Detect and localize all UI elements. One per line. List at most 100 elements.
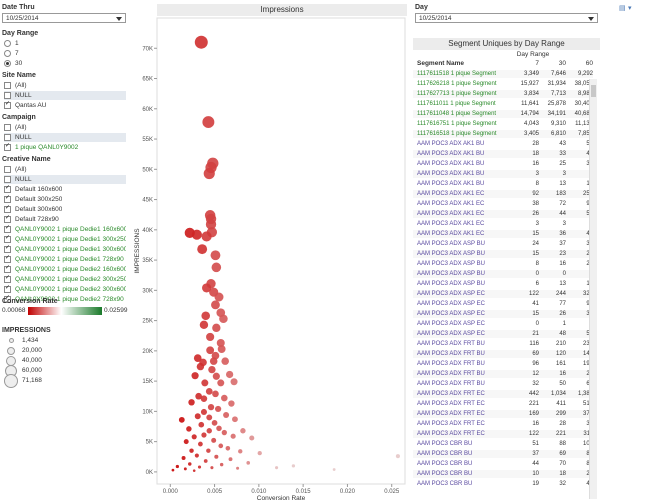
table-row[interactable]: AAM POC3 ADX AK1 EC153648 bbox=[413, 230, 593, 238]
checkbox[interactable] bbox=[4, 82, 11, 89]
download-icon[interactable]: ▤ bbox=[619, 5, 626, 12]
checkbox[interactable] bbox=[4, 102, 11, 109]
table-row[interactable]: 1117611011 1 pique Segment 11,641 25,878 30… bbox=[413, 100, 593, 108]
checkbox[interactable] bbox=[4, 256, 11, 263]
table-row[interactable]: AAM POC3 ADX ASP EC 122 244 324 bbox=[413, 290, 593, 298]
table-row[interactable]: AAM POC3 CBR BU376983 bbox=[413, 450, 593, 458]
table-row[interactable]: AAM POC3 ADX AK1 EC387292 bbox=[413, 200, 593, 208]
table-row[interactable]: AAM POC3 CBR BU447084 bbox=[413, 460, 593, 468]
checkbox[interactable] bbox=[4, 176, 11, 183]
table-row[interactable]: AAM POC3 ADX ASP BU000 bbox=[413, 270, 593, 278]
checkbox[interactable] bbox=[4, 196, 11, 203]
value-cell: 221 bbox=[528, 401, 539, 407]
menu-icon[interactable]: ▾ bbox=[628, 5, 632, 12]
table-row[interactable]: AAM POC3 ADX AK1 BU162536 bbox=[413, 160, 593, 168]
creative-name-option[interactable]: QANL0Y9002 1 pique Dedie1 300x250 bbox=[4, 235, 126, 244]
creative-name-option[interactable]: QANL0Y9002 1 pique Dedie2 728x90 bbox=[4, 295, 126, 304]
table-row[interactable]: AAM POC3 ADX ASP EC214857 bbox=[413, 330, 593, 338]
checkbox[interactable] bbox=[4, 144, 11, 151]
table-row[interactable]: AAM POC3 ADX AK1 EC 92 183 259 bbox=[413, 190, 593, 198]
table-row[interactable]: AAM POC3 ADX FRT EC 442 1,034 1,386 bbox=[413, 390, 593, 398]
table-row[interactable]: AAM POC3 ADX ASP BU152328 bbox=[413, 250, 593, 258]
creative-name-option[interactable]: QANL0Y9002 1 pique Dedie1 300x600 bbox=[4, 245, 126, 254]
creative-name-option[interactable]: (All) bbox=[4, 165, 126, 174]
table-row[interactable]: AAM POC3 ADX AK1 BU333 bbox=[413, 170, 593, 178]
table-row[interactable]: 1117611048 1 pique Segment 14,794 34,191 40… bbox=[413, 110, 593, 118]
table-row[interactable]: 1117626218 1 pique Segment 15,927 31,934 38… bbox=[413, 80, 593, 88]
table-row[interactable]: AAM POC3 ADX AK1 EC264459 bbox=[413, 210, 593, 218]
table-row[interactable]: AAM POC3 ADX ASP BU243739 bbox=[413, 240, 593, 248]
checkbox[interactable] bbox=[4, 166, 11, 173]
table-row[interactable]: AAM POC3 ADX AK1 BU284359 bbox=[413, 140, 593, 148]
creative-name-option[interactable]: Default 300x250 bbox=[4, 195, 126, 204]
table-row[interactable]: AAM POC3 ADX ASP BU81620 bbox=[413, 260, 593, 268]
creative-name-option[interactable]: Default 300x600 bbox=[4, 205, 126, 214]
table-row[interactable]: AAM POC3 ADX FRT EC 169 299 371 bbox=[413, 410, 593, 418]
table-row[interactable]: AAM POC3 CBR BU193241 bbox=[413, 480, 593, 488]
table-row[interactable]: AAM POC3 ADX ASP EC011 bbox=[413, 320, 593, 328]
checkbox[interactable] bbox=[4, 286, 11, 293]
radio-button[interactable] bbox=[4, 60, 11, 67]
checkbox[interactable] bbox=[4, 216, 11, 223]
radio-button[interactable] bbox=[4, 50, 11, 57]
checkbox[interactable] bbox=[4, 226, 11, 233]
segment-name-cell: 1117611011 1 pique Segment bbox=[417, 101, 496, 107]
campaign-option[interactable]: 1 pique QANL0Y9002 bbox=[4, 143, 126, 152]
table-row[interactable]: AAM POC3 ADX FRT BU325066 bbox=[413, 380, 593, 388]
site-name-option[interactable]: (All) bbox=[4, 81, 126, 90]
creative-name-option[interactable]: Default 728x90 bbox=[4, 215, 126, 224]
creative-name-option[interactable]: QANL0Y9002 1 pique Dedie1 160x600 bbox=[4, 225, 126, 234]
table-row[interactable]: AAM POC3 CBR BU 51 88 109 bbox=[413, 440, 593, 448]
table-row[interactable]: AAM POC3 ADX AK1 BU183342 bbox=[413, 150, 593, 158]
table-row[interactable]: 1117611518 1 pique Segment 3,349 7,646 9,29… bbox=[413, 70, 593, 78]
table-row[interactable]: AAM POC3 ADX FRT BU 116 210 239 bbox=[413, 340, 593, 348]
table-row[interactable]: AAM POC3 ADX FRT EC 122 221311 bbox=[413, 430, 593, 438]
checkbox[interactable] bbox=[4, 124, 11, 131]
checkbox[interactable] bbox=[4, 134, 11, 141]
day-range-option[interactable]: 7 bbox=[4, 49, 126, 58]
table-row[interactable]: AAM POC3 ADX FRT BU121620 bbox=[413, 370, 593, 378]
creative-name-option[interactable]: QANL0Y9002 1 pique Dedie2 160x600 bbox=[4, 265, 126, 274]
scrollbar-thumb[interactable] bbox=[591, 85, 596, 97]
site-name-option[interactable]: Qantas AU bbox=[4, 101, 126, 110]
impressions-legend-item: 71,168 bbox=[4, 373, 42, 388]
table-row[interactable]: AAM POC3 ADX FRT EC162833 bbox=[413, 420, 593, 428]
value-cell: 193 bbox=[582, 361, 593, 367]
checkbox[interactable] bbox=[4, 266, 11, 273]
data-point bbox=[178, 416, 185, 423]
checkbox[interactable] bbox=[4, 186, 11, 193]
table-row[interactable]: AAM POC3 ADX ASP EC417795 bbox=[413, 300, 593, 308]
creative-name-option[interactable]: Default 160x600 bbox=[4, 185, 126, 194]
table-row[interactable]: 1117616751 1 pique Segment 4,043 9,310 11,1… bbox=[413, 120, 593, 128]
checkbox[interactable] bbox=[4, 206, 11, 213]
table-scrollbar[interactable] bbox=[589, 79, 597, 499]
day-range-option[interactable]: 30 bbox=[4, 59, 126, 68]
checkbox[interactable] bbox=[4, 92, 11, 99]
table-row[interactable]: AAM POC3 ADX AK1 EC333 bbox=[413, 220, 593, 228]
checkbox[interactable] bbox=[4, 246, 11, 253]
campaign-option[interactable]: (All) bbox=[4, 123, 126, 132]
day-range-option[interactable]: 1 bbox=[4, 39, 126, 48]
checkbox[interactable] bbox=[4, 296, 11, 303]
campaign-option[interactable]: NULL bbox=[4, 133, 126, 142]
table-row[interactable]: AAM POC3 ADX ASP BU61313 bbox=[413, 280, 593, 288]
checkbox[interactable] bbox=[4, 276, 11, 283]
day-dropdown[interactable]: 10/25/2014 bbox=[415, 13, 598, 23]
creative-name-option[interactable]: NULL bbox=[4, 175, 126, 184]
creative-name-option[interactable]: QANL0Y9002 1 pique Dedie1 728x90 bbox=[4, 255, 126, 264]
table-row[interactable]: 1117627713 1 pique Segment 3,834 7,713 8,98… bbox=[413, 90, 593, 98]
creative-name-option[interactable]: QANL0Y9002 1 pique Dedie2 300x600 bbox=[4, 285, 126, 294]
table-row[interactable]: AAM POC3 CBR BU101826 bbox=[413, 470, 593, 478]
date-thru-dropdown[interactable]: 10/25/2014 bbox=[2, 13, 126, 23]
table-row[interactable]: AAM POC3 ADX AK1 BU81316 bbox=[413, 180, 593, 188]
radio-button[interactable] bbox=[4, 40, 11, 47]
table-row[interactable]: AAM POC3 ADX ASP EC152633 bbox=[413, 310, 593, 318]
table-row[interactable]: 1117616518 1 pique Segment 3,405 6,810 7,85… bbox=[413, 130, 593, 138]
creative-name-option[interactable]: QANL0Y9002 1 pique Dedie2 300x250 bbox=[4, 275, 126, 284]
table-row[interactable]: AAM POC3 ADX FRT BU 69 120 144 bbox=[413, 350, 593, 358]
data-point bbox=[206, 428, 212, 434]
site-name-option[interactable]: NULL bbox=[4, 91, 126, 100]
checkbox[interactable] bbox=[4, 236, 11, 243]
table-row[interactable]: AAM POC3 ADX FRT EC 221 411 515 bbox=[413, 400, 593, 408]
table-row[interactable]: AAM POC3 ADX FRT BU 96 161 193 bbox=[413, 360, 593, 368]
